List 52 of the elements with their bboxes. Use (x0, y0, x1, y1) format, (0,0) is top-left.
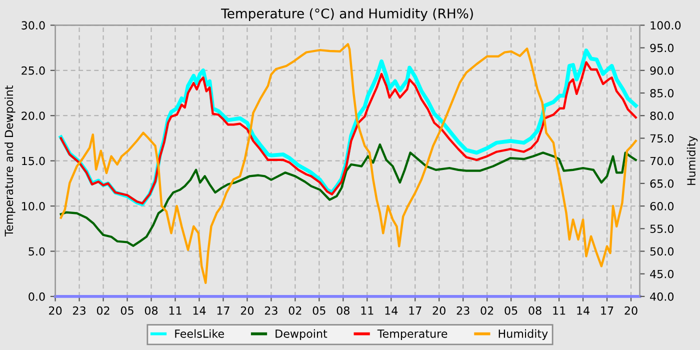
x-tick-label: 05 (120, 306, 134, 315)
chart-title: Temperature (°C) and Humidity (RH%) (221, 8, 473, 21)
y2-tick-label: 55.0 (650, 224, 674, 234)
x-tick-label: 23 (456, 306, 470, 315)
x-tick-label: 20 (49, 306, 62, 315)
x-tick-label: 20 (624, 306, 638, 315)
y-axis-title: Temperature and Dewpoint (4, 86, 16, 236)
y-tick-label: 30.0 (22, 21, 45, 30)
x-tick-label: 08 (336, 306, 350, 315)
y2-tick-label: 90.0 (650, 66, 674, 75)
y-tick-label: 15.0 (22, 156, 45, 166)
x-tick-label: 20 (432, 306, 446, 315)
y2-tick-label: 50.0 (650, 247, 674, 256)
y2-axis-title: Humidity (686, 136, 698, 185)
x-tick-label: 08 (144, 306, 158, 315)
y2-tick-label: 95.0 (650, 44, 674, 52)
y-tick-label: 25.0 (22, 66, 45, 75)
x-tick-label: 02 (96, 306, 110, 315)
x-tick-label: 17 (409, 306, 422, 315)
legend-label: FeelsLike (175, 329, 224, 338)
x-tick-label: 08 (528, 306, 542, 315)
y-tick-label: 5.0 (28, 247, 45, 256)
x-tick-label: 11 (553, 306, 566, 315)
x-tick-label: 14 (385, 306, 398, 315)
y-tick-label: 0.0 (28, 292, 45, 301)
x-tick-label: 11 (361, 306, 374, 315)
y2-tick-label: 75.0 (650, 134, 674, 143)
legend-label: Dewpoint (276, 329, 328, 340)
x-tick-label: 02 (288, 306, 302, 315)
y2-tick-label: 65.0 (650, 179, 674, 188)
x-tick-label: 23 (264, 306, 278, 315)
y2-tick-label: 60.0 (650, 202, 674, 210)
x-tick-label: 20 (240, 306, 254, 315)
y-tick-label: 20.0 (22, 112, 45, 120)
x-tick-label: 11 (169, 306, 182, 315)
y2-tick-label: 70.0 (650, 156, 674, 166)
legend-label: Temperature (377, 330, 448, 340)
x-tick-label: 14 (193, 306, 206, 315)
y2-tick-label: 45.0 (650, 270, 674, 278)
x-tick-label: 05 (504, 306, 518, 315)
y2-tick-label: 85.0 (650, 88, 674, 98)
x-tick-label: 23 (73, 306, 86, 315)
legend-label: Humidity (498, 329, 548, 340)
y-tick-label: 10.0 (22, 202, 45, 210)
x-tick-label: 05 (312, 306, 326, 315)
x-tick-label: 14 (577, 306, 590, 315)
y2-tick-label: 100.0 (650, 21, 681, 30)
x-tick-label: 17 (217, 306, 230, 315)
x-tick-label: 02 (480, 306, 494, 315)
y2-tick-label: 80.0 (650, 112, 674, 120)
x-tick-label: 17 (601, 306, 614, 315)
y2-tick-label: 40.0 (650, 292, 674, 301)
